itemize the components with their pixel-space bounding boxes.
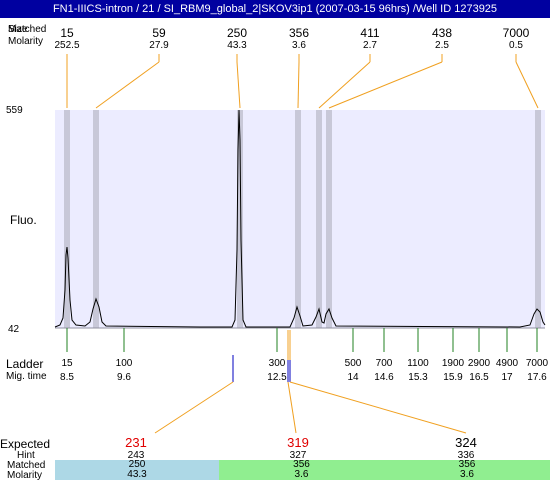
expected-connectors [154,330,467,434]
peak-molarity-438: 2.5 [435,40,449,51]
molarity-value: 43.3 [55,470,219,480]
peak-molarity-411: 2.7 [363,40,377,51]
expected-value: 324 [455,435,477,450]
ladder-ticks [66,328,538,352]
peak-molarity-356: 3.6 [292,40,306,51]
ladder-size: 300 [268,358,286,369]
y-axis-label: Fluo. [10,213,37,227]
ladder-size: 700 [375,358,393,369]
y-axis-bottom-value: 42 [8,324,20,335]
molarity-value: 3.6 [219,470,384,480]
row-label-molarity: Molarity [8,36,44,47]
ladder-time: 17.6 [527,372,547,383]
ladder-size: 500 [344,358,362,369]
ladder-time: 14 [347,372,359,383]
hint-value: 243 [127,450,145,461]
matched-value: 250 [55,460,219,470]
peak-bands [64,110,541,328]
hint-value: 327 [289,450,307,461]
ladder-time: 14.6 [374,372,394,383]
row-label-size: Size [8,24,28,35]
peak-size-356: 356 [288,26,310,40]
peak-size-7000: 7000 [502,26,530,40]
expected-value: 231 [125,435,147,450]
ladder-time: 16.5 [469,372,489,383]
ladder-size: 15 [61,358,73,369]
peak-size-250: 250 [226,26,248,40]
migration-time-label: Mig. time [6,371,47,382]
peak-size-15: 15 [60,26,74,40]
peak-size-411: 411 [360,26,380,40]
ladder-time: 12.5 [267,372,287,383]
matched-value: 356 [219,460,384,470]
expected-value: 319 [287,435,309,450]
ladder-label: Ladder [6,357,44,371]
peak-molarity-59: 27.9 [149,40,169,51]
window-title: FN1-IIICS-intron / 21 / SI_RBM9_global_2… [0,0,550,18]
peak-molarity-7000: 0.5 [509,40,523,51]
hint-label: Hint [17,450,35,461]
ladder-size: 100 [115,358,133,369]
molarity-value: 3.6 [384,470,550,480]
fluorescence-trace [54,109,546,328]
ladder-time: 15.9 [443,372,463,383]
ladder-size: 7000 [525,358,549,369]
ladder-size: 4900 [495,358,519,369]
ladder-time: 8.5 [60,372,74,383]
matched-value: 356 [384,460,550,470]
peak-molarity-250: 43.3 [227,40,247,51]
ladder-size: 1100 [407,358,429,369]
peak-size-59: 59 [152,26,166,40]
hint-value: 336 [457,450,475,461]
ladder-time: 9.6 [117,372,131,383]
ladder-size: 2900 [467,358,491,369]
molarity-label: Molarity [7,470,43,481]
matched-label: Matched [7,460,46,471]
peak-size-438: 438 [431,26,453,40]
ladder-size: 1900 [441,358,465,369]
peak-connectors [66,54,539,109]
ladder-time: 15.3 [408,372,428,383]
row-label-matched: Matched [8,24,47,35]
expected-label: Expected [0,437,51,451]
ladder-time: 17 [501,372,513,383]
y-axis-top-value: 559 [6,105,23,116]
peak-molarity-15: 252.5 [54,40,80,51]
